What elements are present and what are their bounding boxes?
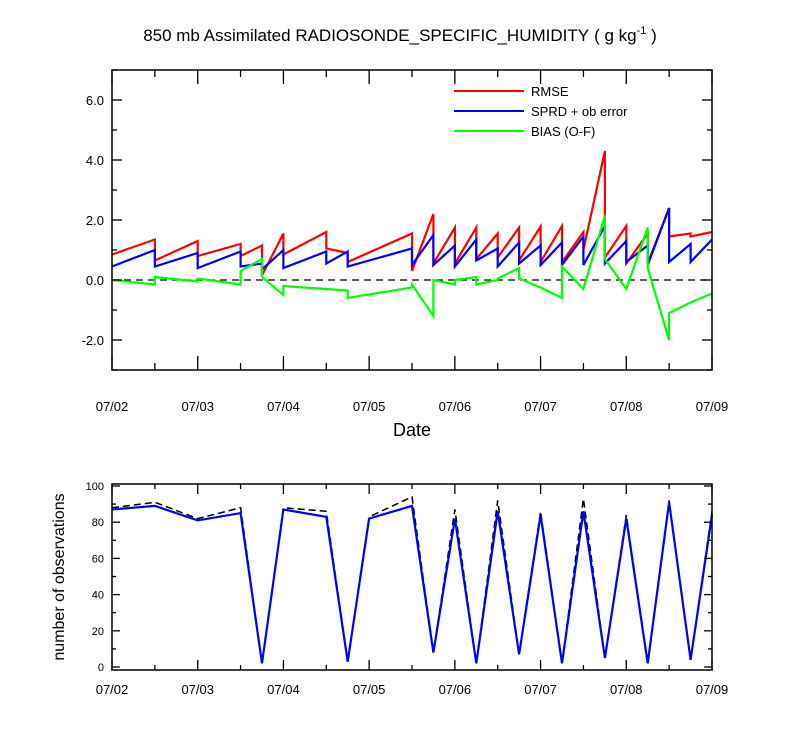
top-x-tick-label: 07/06 xyxy=(439,399,472,414)
bottom-y-tick-label: 80 xyxy=(92,517,104,529)
x-axis-title: Date xyxy=(393,420,431,440)
top-y-tick-label: 2.0 xyxy=(86,213,104,228)
legend-entry: RMSE xyxy=(454,84,569,99)
chart-title-units-exponent: -1 xyxy=(637,25,647,37)
top-x-tick-label: 07/08 xyxy=(610,399,643,414)
bottom-panel: 0 20 40 60 80 100 07/02 07/03 07/04 07/05 07/06 07… xyxy=(51,481,728,697)
top-y-tick-label: -2.0 xyxy=(82,333,104,348)
bottom-x-tick-label: 07/02 xyxy=(96,682,129,697)
bottom-y-tick-label: 100 xyxy=(86,481,104,493)
legend: RMSE SPRD + ob error BIAS (O-F) xyxy=(454,84,628,139)
top-x-tick-label: 07/05 xyxy=(353,399,386,414)
top-panel: -2.0 0.0 2.0 4.0 6.0 07/02 07/03 07/04 07/05 07/… xyxy=(82,69,729,440)
bottom-x-tick-label: 07/07 xyxy=(524,682,557,697)
legend-label: BIAS (O-F) xyxy=(531,124,595,139)
y-axis-title-observations: number of observations xyxy=(51,493,68,660)
top-y-tick-label: 0.0 xyxy=(86,273,104,288)
top-plot-frame xyxy=(111,69,713,371)
bottom-x-tick-label: 07/03 xyxy=(181,682,214,697)
top-x-tick-label: 07/02 xyxy=(96,399,129,414)
series-line-bias-o-f xyxy=(111,215,713,341)
bottom-x-tick-label: 07/06 xyxy=(439,682,472,697)
bottom-y-tick-label: 0 xyxy=(98,662,104,674)
chart-title-text: 850 mb Assimilated RADIOSONDE_SPECIFIC_H… xyxy=(143,26,589,45)
chart-title-units: ( g kg xyxy=(594,26,637,45)
chart-title: 850 mb Assimilated RADIOSONDE_SPECIFIC_H… xyxy=(143,25,657,45)
bottom-x-tick-label: 07/08 xyxy=(610,682,643,697)
legend-entry: BIAS (O-F) xyxy=(454,124,595,139)
bottom-x-tick-label: 07/04 xyxy=(267,682,300,697)
series-line-possible xyxy=(111,495,713,664)
top-y-tick-label: 4.0 xyxy=(86,153,104,168)
legend-label: RMSE xyxy=(531,84,569,99)
bottom-y-tick-label: 40 xyxy=(92,590,104,602)
bottom-plot-frame xyxy=(111,483,713,671)
bottom-y-tick-label: 60 xyxy=(92,553,104,565)
series-line-assimilated xyxy=(111,502,714,664)
legend-label: SPRD + ob error xyxy=(531,104,628,119)
bottom-x-tick-label: 07/05 xyxy=(353,682,386,697)
top-x-tick-label: 07/09 xyxy=(696,399,729,414)
top-x-tick-label: 07/07 xyxy=(524,399,557,414)
legend-entry: SPRD + ob error xyxy=(454,104,628,119)
top-x-tick-label: 07/03 xyxy=(181,399,214,414)
bottom-x-tick-label: 07/09 xyxy=(696,682,729,697)
top-y-tick-label: 6.0 xyxy=(86,93,104,108)
bottom-y-tick-label: 20 xyxy=(92,626,104,638)
chart-title-units-close: ) xyxy=(646,26,656,45)
top-x-tick-label: 07/04 xyxy=(267,399,300,414)
